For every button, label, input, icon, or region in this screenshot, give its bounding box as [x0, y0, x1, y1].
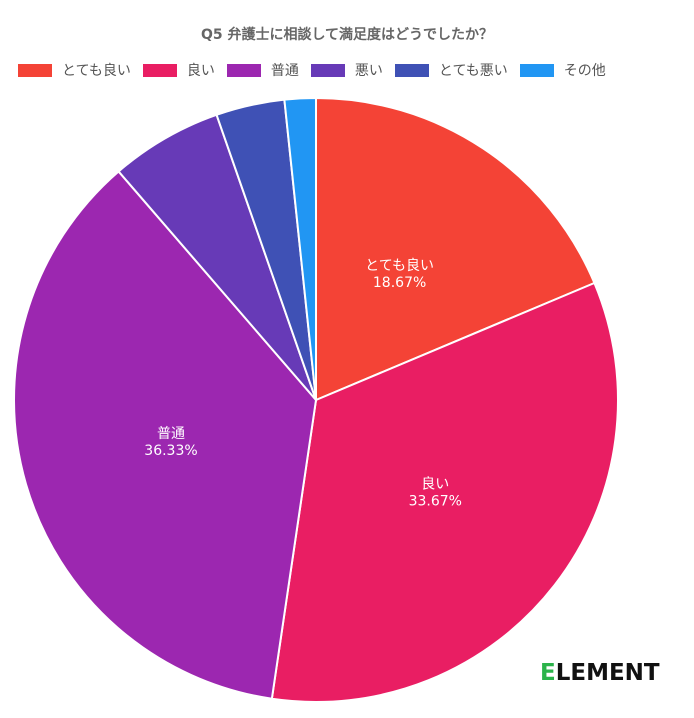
legend-swatch — [18, 63, 52, 77]
legend-swatch — [519, 63, 554, 77]
legend-item[interactable]: 良い — [142, 60, 215, 80]
slice-category-label: とても良い — [365, 258, 434, 274]
pie-slice[interactable] — [270, 281, 619, 703]
legend-swatch — [394, 63, 429, 77]
legend-item[interactable]: 普通 — [226, 60, 299, 80]
legend-label: とても悪い — [438, 63, 508, 79]
legend-label: その他 — [563, 63, 606, 79]
slice-value-label: 18.67% — [373, 275, 426, 291]
pie-slice[interactable] — [283, 96, 317, 401]
legend-item[interactable]: その他 — [519, 60, 606, 80]
legend-swatch — [142, 63, 177, 77]
chart-title: Q5 弁護士に相談して満足度はどうでしたか？ — [200, 27, 494, 43]
slice-category-label: 普通 — [157, 426, 185, 442]
legend-label: 普通 — [270, 63, 299, 79]
slice-category-label: 良い — [421, 477, 449, 493]
legend-item[interactable]: とても良い — [18, 60, 131, 80]
legend-item[interactable]: 悪い — [310, 60, 383, 80]
legend-label: 悪い — [354, 63, 383, 79]
legend-swatch — [310, 63, 345, 77]
slice-value-label: 33.67% — [409, 494, 462, 510]
legend-swatch — [226, 63, 261, 77]
pie-slice[interactable] — [13, 170, 318, 700]
element-logo: ELEMENT — [540, 660, 660, 686]
slice-value-label: 36.33% — [144, 443, 197, 459]
legend-label: とても良い — [62, 63, 131, 79]
legend: とても良い 良い 普通 悪い とても悪い その他 — [18, 60, 606, 80]
pie-slice[interactable] — [315, 96, 596, 402]
legend-item[interactable]: とても悪い — [394, 60, 508, 80]
legend-label: 良い — [186, 63, 215, 79]
